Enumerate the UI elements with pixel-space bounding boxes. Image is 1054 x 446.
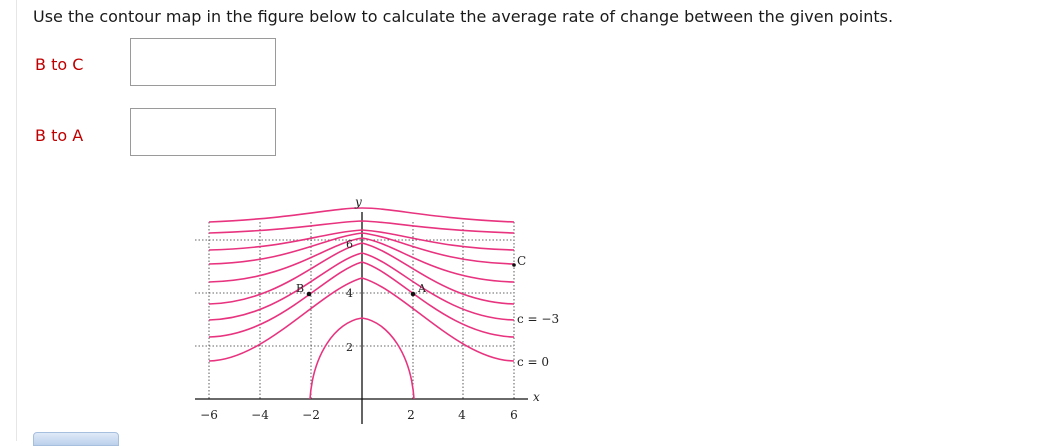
point-a-marker (410, 291, 416, 297)
point-c-marker (512, 263, 516, 267)
contour-8 (208, 261, 515, 338)
point-a-label: A (417, 282, 427, 295)
x-tick-label: 6 (510, 408, 518, 422)
contour-map-figure: 6 4 2 B A C c = −3 c = 0 y x −6 −4 −2 2 … (195, 195, 559, 424)
contour-6 (208, 242, 515, 305)
x-tick-label: −2 (302, 408, 320, 422)
contour-label-4: 4 (346, 287, 353, 300)
point-c-label: C (517, 254, 526, 268)
point-b-label: B (296, 282, 304, 295)
contour-9 (208, 277, 515, 362)
grid-lines (195, 222, 515, 400)
question-text: Use the contour map in the figure below … (33, 7, 894, 26)
contour-7 (208, 252, 515, 321)
answer-input-b-to-a[interactable] (130, 108, 276, 156)
contour-4 (208, 232, 515, 265)
contour-3 (208, 229, 515, 251)
contour-label-6: 6 (346, 238, 353, 251)
contour-5 (208, 237, 515, 283)
x-tick-label: −6 (200, 408, 218, 422)
contour-curves (208, 207, 515, 400)
answer-label-b-to-c: B to C (35, 55, 84, 74)
answer-label-b-to-a: B to A (35, 126, 84, 145)
level-label-c-0: c = 0 (517, 355, 549, 369)
answer-input-b-to-c[interactable] (130, 38, 276, 86)
y-axis-label: y (354, 195, 362, 209)
contour-1 (208, 207, 515, 223)
x-tick-label: 2 (407, 408, 415, 422)
x-tick-label: −4 (251, 408, 269, 422)
x-axis-label: x (533, 390, 540, 404)
submit-button[interactable] (33, 432, 119, 446)
contour-10 (309, 317, 415, 400)
point-b-marker (306, 291, 312, 297)
x-tick-label: 4 (458, 408, 466, 422)
level-label-c-neg3: c = −3 (517, 312, 559, 326)
contour-label-2: 2 (346, 341, 353, 354)
left-margin-rule (16, 0, 17, 441)
contour-2 (208, 220, 515, 234)
